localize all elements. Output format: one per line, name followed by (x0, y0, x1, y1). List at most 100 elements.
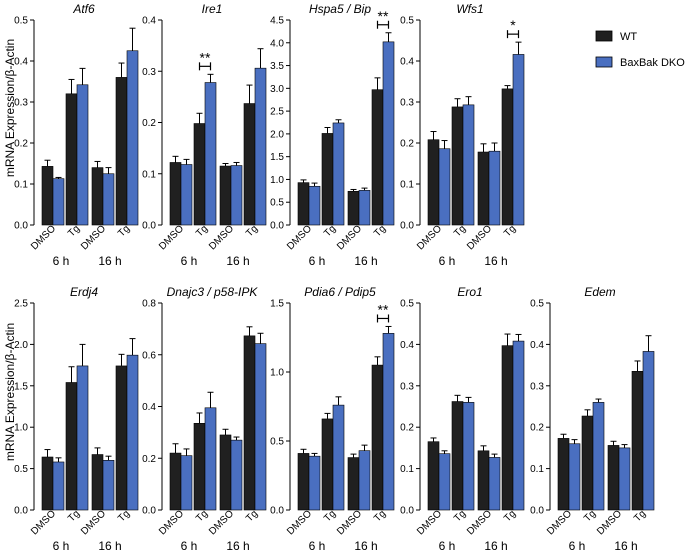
bar-wt (91, 454, 104, 511)
x-category-label: DMSO (335, 223, 364, 252)
bar-dko (358, 190, 371, 226)
bar-dko (230, 165, 243, 226)
y-tick-label: 0.2 (400, 423, 414, 434)
y-tick-label: 0.3 (400, 381, 414, 392)
legend-label-wt: WT (620, 31, 637, 43)
group-label: 6 h (309, 539, 326, 553)
x-category-label: DMSO (79, 223, 108, 252)
x-category-label: DMSO (545, 508, 574, 537)
y-tick-label: 0.3 (400, 98, 414, 109)
bar-dko (126, 50, 139, 226)
y-tick-label: 2.5 (270, 107, 284, 118)
bar-wt (169, 162, 182, 226)
y-tick-label: 4.5 (270, 16, 284, 27)
bar-wt (243, 103, 256, 226)
y-tick-label: 0.2 (14, 139, 28, 150)
significance-label: ** (378, 8, 389, 24)
y-tick-label: 0.5 (400, 16, 414, 27)
x-category-label: Tg (244, 223, 260, 239)
bar-dko (230, 439, 243, 511)
group-label: 16 h (98, 254, 121, 268)
x-category-label: Tg (502, 223, 518, 239)
bar-wt (557, 438, 570, 511)
x-category-label: Tg (116, 223, 132, 239)
bar-wt (501, 88, 514, 226)
bar-dko (642, 351, 655, 511)
x-category-label: Tg (194, 223, 210, 239)
bar-dko (180, 455, 193, 511)
bar-wt (219, 434, 232, 511)
x-category-label: DMSO (157, 508, 186, 537)
x-category-label: DMSO (157, 223, 186, 252)
panel-title: Ire1 (202, 2, 223, 16)
bar-wt (193, 123, 206, 226)
group-label: 6 h (439, 254, 456, 268)
y-tick-label: 0.1 (530, 464, 544, 475)
x-category-label: DMSO (595, 508, 624, 537)
y-tick-label: 4.0 (270, 38, 284, 49)
group-label: 16 h (484, 254, 507, 268)
bar-wt (607, 445, 620, 511)
x-category-label: DMSO (207, 508, 236, 537)
bar-wt (581, 415, 594, 511)
bar-dko (254, 67, 267, 226)
y-tick-label: 0.0 (400, 221, 414, 232)
y-tick-label: 0.5 (400, 299, 414, 310)
x-category-label: DMSO (285, 223, 314, 252)
bar-dko (438, 453, 451, 511)
legend: WT BaxBak DKO (595, 30, 685, 69)
y-tick-label: 0.0 (14, 221, 28, 232)
significance-label: ** (200, 49, 211, 65)
x-category-label: DMSO (79, 508, 108, 537)
bar-wt (427, 441, 440, 511)
bar-wt (427, 139, 440, 226)
y-tick-label: 0.2 (142, 118, 156, 129)
y-tick-label: 0.2 (400, 139, 414, 150)
bar-dko (462, 104, 475, 226)
panel-title: Ero1 (457, 285, 482, 299)
y-axis-label-bottom: mRNA Expression/β-Actin (3, 323, 17, 461)
x-category-label: DMSO (465, 223, 494, 252)
group-label: 6 h (53, 539, 70, 553)
x-category-label: Tg (244, 508, 260, 524)
panel-2: Hspa5 / Bip 0.0 0.5 1.0 1.5 2.0 2.5 3.0 3.5 4.0 4.… (270, 2, 395, 268)
bar-wt (501, 345, 514, 511)
y-tick-label: 1.5 (14, 381, 28, 392)
bar-wt (115, 77, 128, 226)
bar-dko (512, 54, 525, 226)
bar-dko (332, 122, 345, 226)
bar-dko (618, 447, 631, 511)
x-category-label: DMSO (465, 508, 494, 537)
bar-dko (102, 460, 115, 511)
bar-wt (193, 423, 206, 511)
y-tick-label: 0.1 (142, 169, 156, 180)
bar-wt (371, 364, 384, 511)
x-category-label: Tg (582, 508, 598, 524)
group-label: 16 h (226, 539, 249, 553)
y-tick-label: 1.0 (14, 423, 28, 434)
legend-swatch-wt (595, 30, 613, 42)
x-category-label: DMSO (415, 508, 444, 537)
y-tick-label: 0.0 (270, 221, 284, 232)
x-category-label: Tg (322, 508, 338, 524)
x-category-label: Tg (66, 223, 82, 239)
group-label: 16 h (354, 254, 377, 268)
y-tick-label: 0.4 (142, 16, 156, 27)
bar-dko (382, 333, 395, 511)
y-tick-label: 0.0 (530, 506, 544, 517)
x-category-label: DMSO (207, 223, 236, 252)
x-category-label: DMSO (415, 223, 444, 252)
x-category-label: Tg (194, 508, 210, 524)
panel-title: Pdia6 / Pdip5 (304, 285, 376, 299)
y-tick-label: 1.5 (270, 299, 284, 310)
group-label: 16 h (98, 539, 121, 553)
y-tick-label: 0.5 (14, 16, 28, 27)
y-tick-label: 0.8 (142, 299, 156, 310)
x-category-label: DMSO (29, 223, 58, 252)
bar-wt (451, 401, 464, 511)
x-category-label: Tg (502, 508, 518, 524)
bar-dko (438, 148, 451, 226)
y-tick-label: 0.0 (14, 506, 28, 517)
